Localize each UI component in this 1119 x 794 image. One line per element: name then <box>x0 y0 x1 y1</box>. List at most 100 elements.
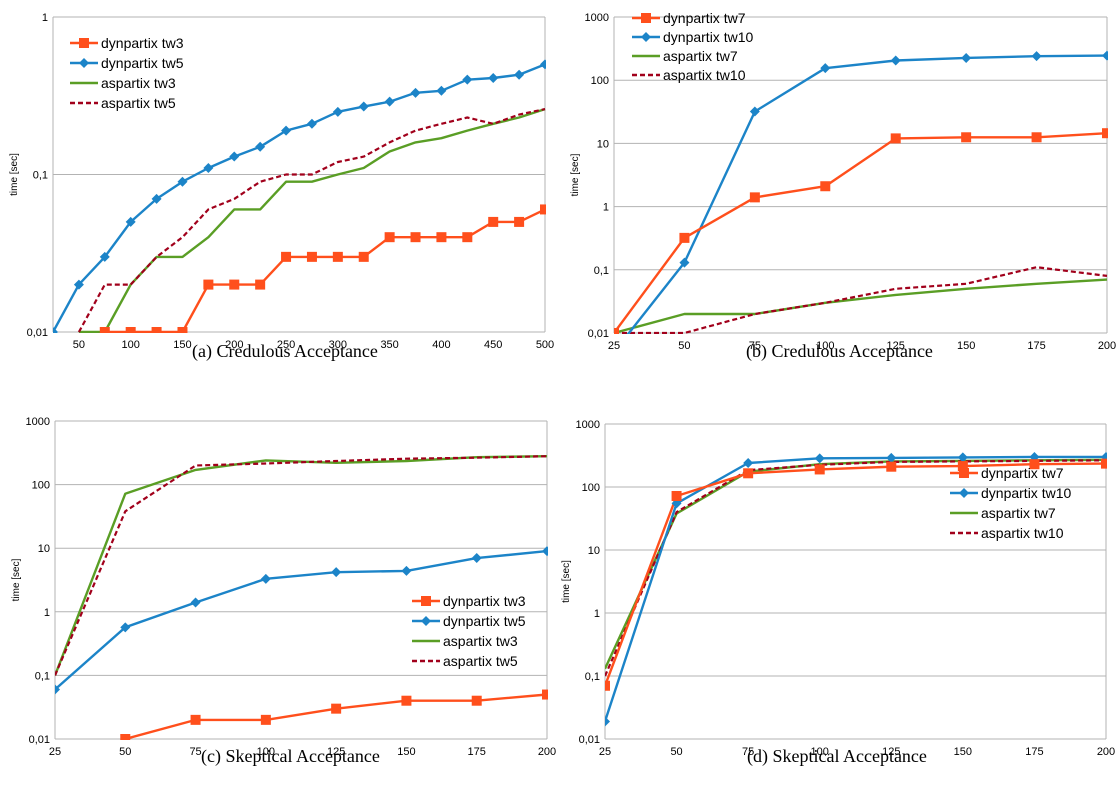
chart-b-svg: 0,01 0,1 1 10 100 1000 25 50 75 100 125 150 175 200 ti… <box>570 10 1116 352</box>
series-line-d-1 <box>605 455 1106 722</box>
legend-label-d-1: dynpartix tw10 <box>981 485 1071 501</box>
legend-marker-b-1 <box>641 32 651 42</box>
xtick-label-d-5: 150 <box>954 746 972 758</box>
ytick-label-b-2: 1 <box>603 202 609 214</box>
point-c-0-1 <box>190 714 201 725</box>
point-c-0-6 <box>542 689 548 700</box>
legend-marker-d-0 <box>959 468 969 478</box>
plot-area-d <box>605 451 1107 727</box>
xtick-label-d-6: 175 <box>1025 746 1043 758</box>
point-d-0-7 <box>1101 458 1107 469</box>
point-a-1-2 <box>99 251 110 262</box>
legend-label-d-3: aspartix tw10 <box>981 525 1064 541</box>
point-b-0-0 <box>614 328 619 334</box>
plot-area-b <box>614 50 1108 334</box>
legend-marker-d-1 <box>959 488 969 498</box>
xtick-label-a-8: 450 <box>484 339 502 351</box>
point-d-0-5 <box>957 461 968 472</box>
point-a-1-7 <box>229 151 240 162</box>
xtick-label-b-6: 175 <box>1027 340 1045 352</box>
ytick-label-c-3: 10 <box>38 543 50 555</box>
xtick-label-c-1: 50 <box>119 746 131 758</box>
legend-marker-c-0 <box>421 596 431 606</box>
point-a-0-1 <box>125 327 136 333</box>
point-a-0-3 <box>177 327 188 333</box>
point-a-0-13 <box>436 232 447 243</box>
point-d-0-2 <box>743 468 754 479</box>
legend-marker-b-0 <box>641 13 651 23</box>
ytick-label-d-3: 10 <box>588 545 600 557</box>
ytick-label-b-5: 1000 <box>585 12 609 24</box>
xtick-label-b-0: 25 <box>608 340 620 352</box>
point-a-1-10 <box>306 118 317 129</box>
point-c-1-1 <box>120 622 131 633</box>
point-a-1-19 <box>540 59 546 70</box>
xtick-label-c-5: 150 <box>397 746 415 758</box>
point-a-0-14 <box>462 232 473 243</box>
ytick-label-d-5: 1000 <box>576 419 600 431</box>
point-c-1-4 <box>331 567 342 578</box>
point-a-0-8 <box>306 251 317 262</box>
point-c-1-7 <box>542 546 548 557</box>
point-a-0-6 <box>255 279 266 290</box>
xtick-label-b-4: 125 <box>887 340 905 352</box>
point-a-1-11 <box>332 106 343 117</box>
plot-area-a <box>53 59 546 333</box>
point-d-1-3 <box>814 453 825 464</box>
point-c-0-4 <box>401 695 412 706</box>
point-b-1-3 <box>820 63 831 74</box>
point-a-0-5 <box>229 279 240 290</box>
point-a-0-9 <box>332 251 343 262</box>
point-a-0-12 <box>410 232 421 243</box>
xtick-label-a-3: 200 <box>225 339 243 351</box>
series-line-c-0 <box>124 693 548 740</box>
ytick-label-a-0: 0,01 <box>27 327 48 339</box>
point-a-1-8 <box>255 141 266 152</box>
ytick-label-d-2: 1 <box>594 608 600 620</box>
point-b-0-1 <box>679 232 690 243</box>
point-a-0-2 <box>151 327 162 333</box>
chart-panel-b: 0,01 0,1 1 10 100 1000 25 50 75 100 125 150 175 200 ti… <box>560 0 1119 390</box>
ytick-label-d-0: 0,01 <box>579 734 600 746</box>
ytick-label-d-4: 100 <box>582 482 600 494</box>
point-b-0-5 <box>961 132 972 143</box>
ytick-label-b-4: 100 <box>591 75 609 87</box>
point-d-0-3 <box>814 464 825 475</box>
point-d-1-2 <box>743 458 754 469</box>
xtick-label-d-1: 50 <box>670 746 682 758</box>
xtick-label-b-2: 75 <box>749 340 761 352</box>
xtick-label-c-2: 75 <box>189 746 201 758</box>
series-line-b-2 <box>614 278 1108 334</box>
point-d-0-6 <box>1029 459 1040 470</box>
y-axis-label-b: time [sec] <box>570 153 581 196</box>
point-a-1-13 <box>384 96 395 107</box>
xtick-label-b-7: 200 <box>1098 340 1116 352</box>
point-b-0-4 <box>890 133 901 144</box>
series-line-b-1 <box>626 54 1108 334</box>
point-d-0-4 <box>886 461 897 472</box>
xtick-label-c-3: 100 <box>257 746 275 758</box>
point-a-1-17 <box>488 72 499 83</box>
series-line-a-1 <box>53 63 546 333</box>
point-b-1-7 <box>1102 50 1108 61</box>
point-c-0-3 <box>331 703 342 714</box>
legend-label-a-1: dynpartix tw5 <box>101 55 184 71</box>
point-b-0-2 <box>749 192 760 203</box>
point-a-1-12 <box>358 101 369 112</box>
series-line-b-3 <box>614 266 1108 334</box>
ytick-label-a-2: 1 <box>42 12 48 24</box>
point-d-1-4 <box>886 452 897 463</box>
point-b-0-7 <box>1102 128 1108 139</box>
point-a-1-9 <box>281 125 292 136</box>
xtick-label-d-7: 200 <box>1097 746 1115 758</box>
series-line-a-2 <box>78 107 546 333</box>
point-a-1-0 <box>53 327 58 333</box>
xtick-label-d-4: 125 <box>882 746 900 758</box>
xtick-label-a-0: 50 <box>73 339 85 351</box>
caption-a: (a) Credulous Acceptance <box>192 341 378 361</box>
plot-area-c <box>55 455 548 740</box>
y-axis-label-d: time [sec] <box>561 560 572 603</box>
series-line-d-3 <box>605 459 1107 677</box>
caption-d: (d) Skeptical Acceptance <box>747 746 927 766</box>
